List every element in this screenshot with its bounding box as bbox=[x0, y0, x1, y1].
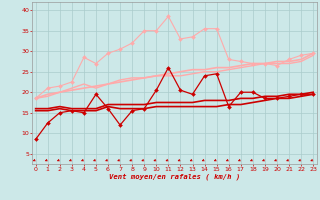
X-axis label: Vent moyen/en rafales ( km/h ): Vent moyen/en rafales ( km/h ) bbox=[109, 173, 240, 180]
